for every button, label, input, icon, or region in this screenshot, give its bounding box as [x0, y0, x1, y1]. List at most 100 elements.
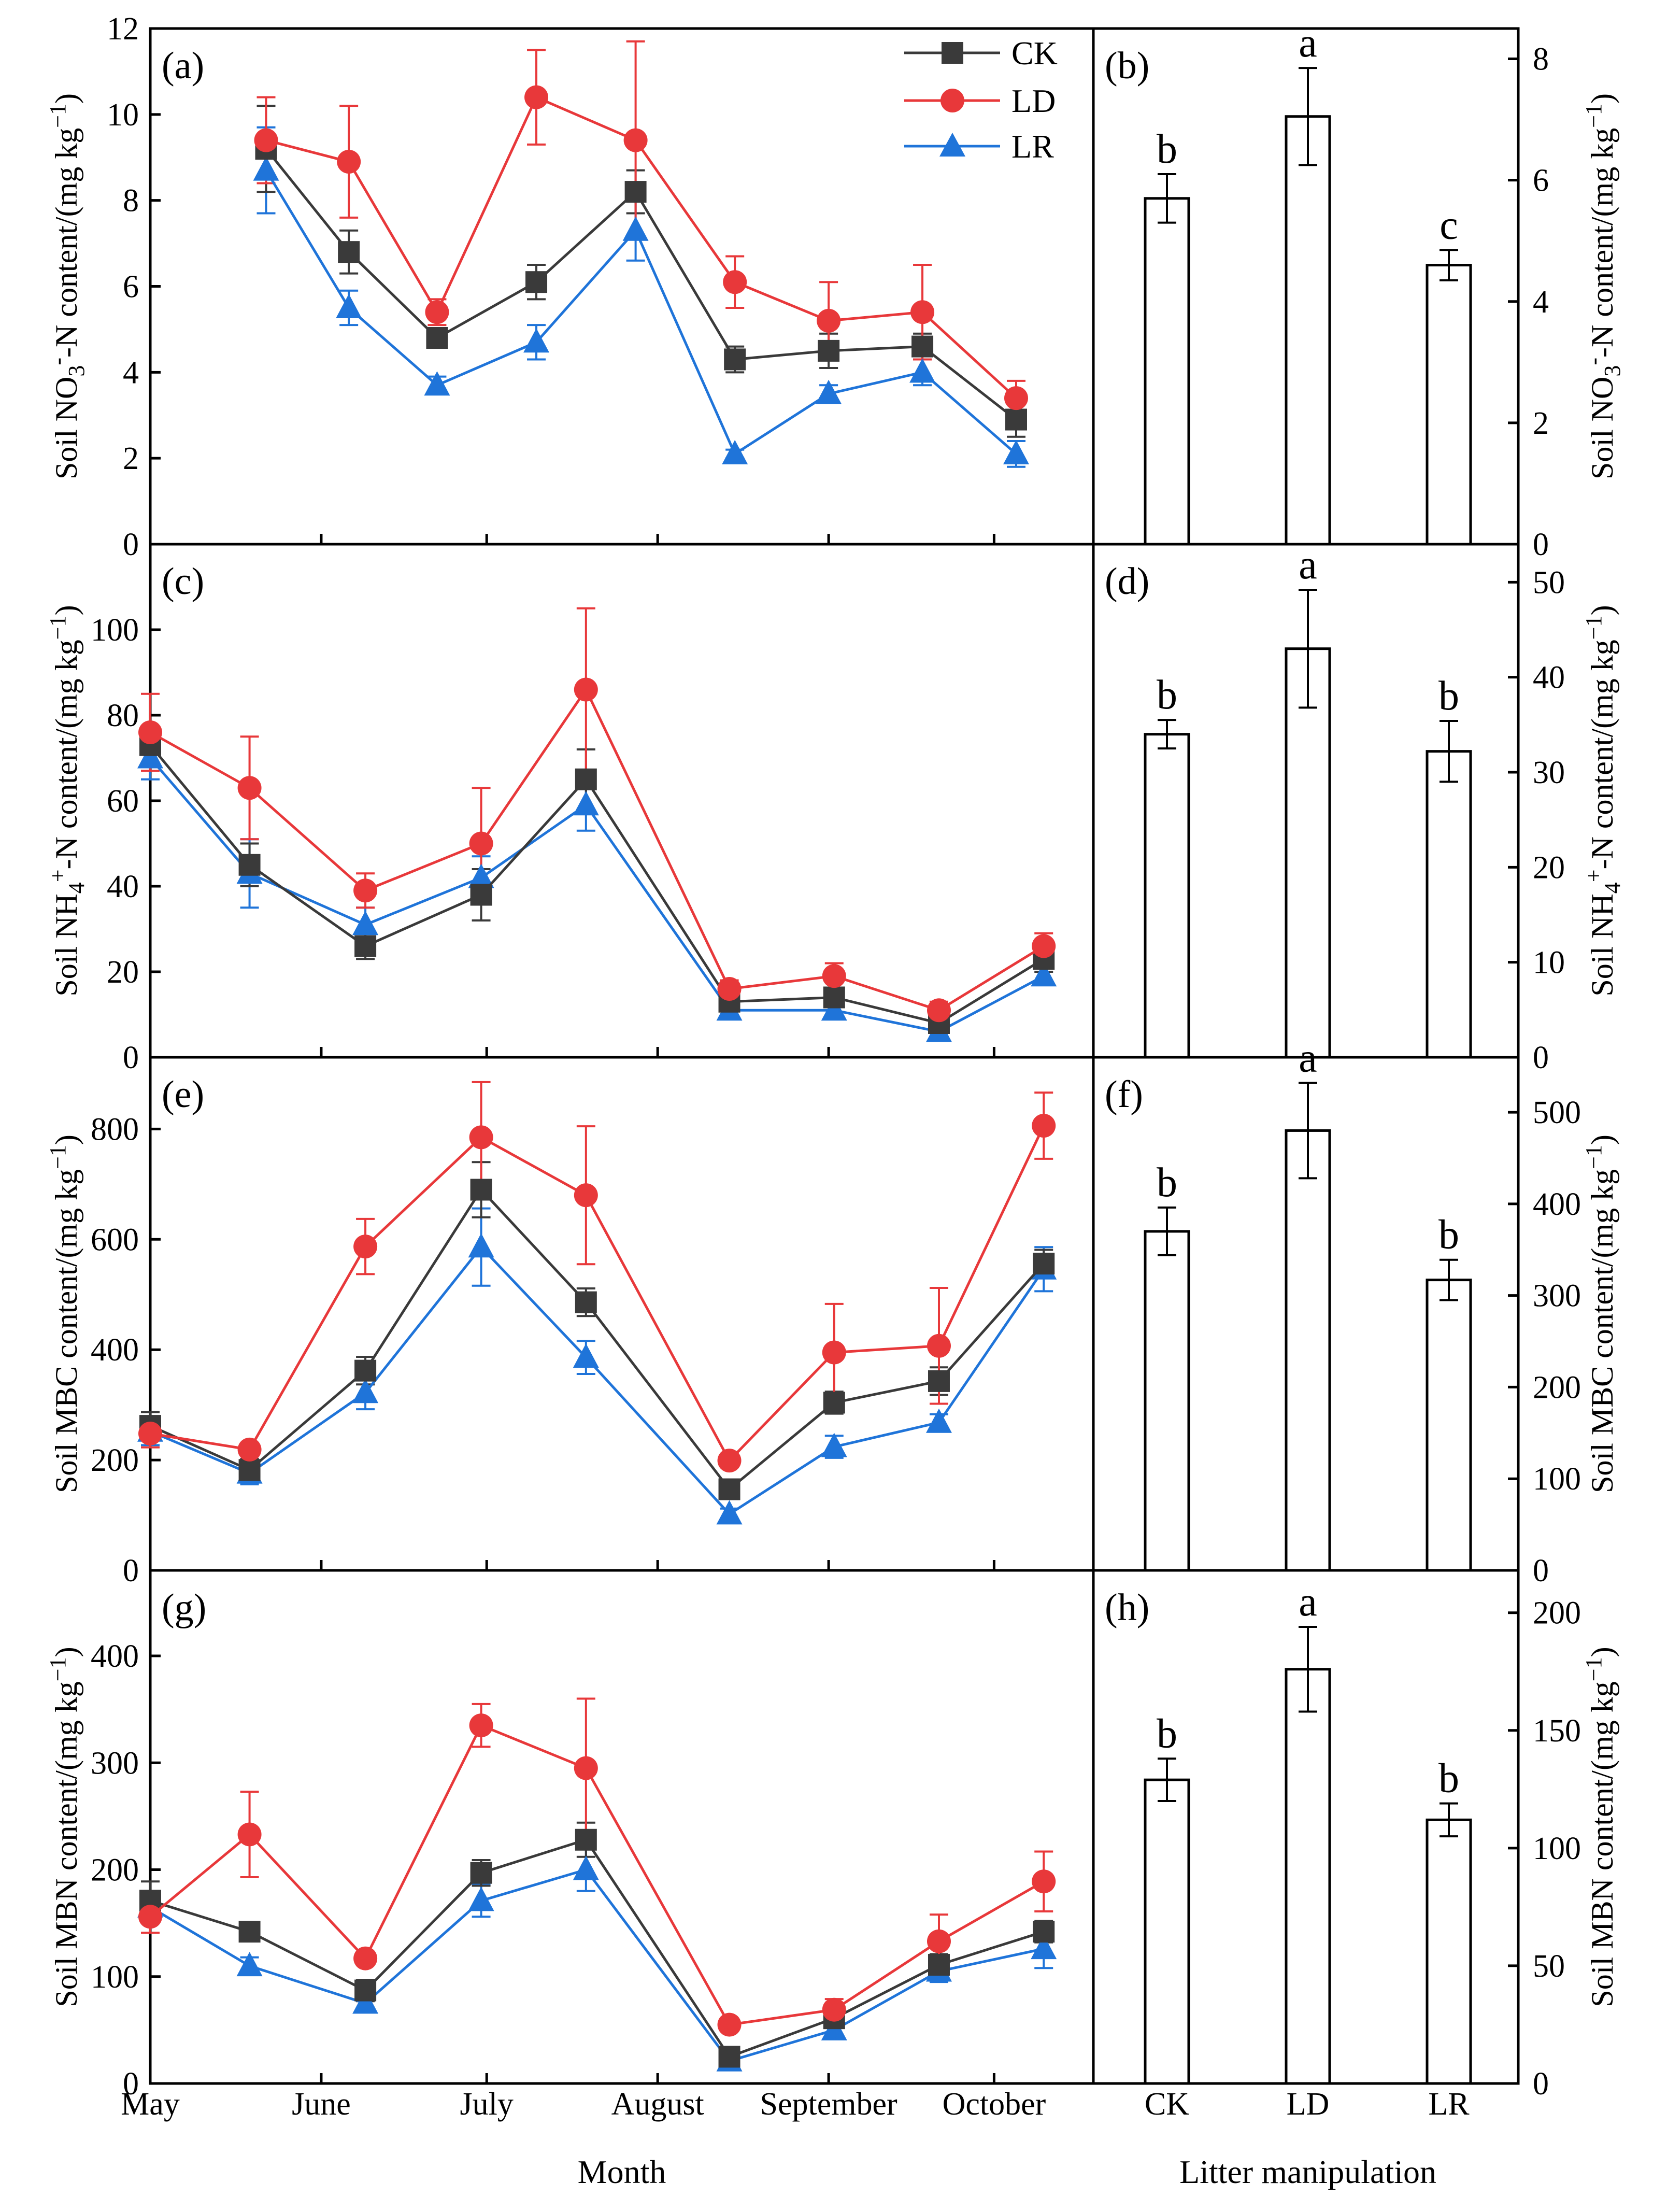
treatment-tick-ck: CK [1145, 2087, 1189, 2122]
panel-g-lr-point [352, 1989, 379, 2014]
panel-a-lr-point [253, 156, 279, 181]
panel-e-ck-point [1033, 1253, 1055, 1275]
panel-g-ck-point [928, 1954, 950, 1976]
month-tick-june: June [292, 2087, 351, 2122]
panel-a-ck-point [724, 348, 746, 371]
panel-d-ytick-label: 20 [1533, 850, 1565, 885]
panel-e-lr-point [925, 1408, 952, 1433]
panel-e-ld-point [574, 1183, 598, 1208]
panel-c-ylabel: Soil NH4+-N content/(mg kg−1) [45, 605, 89, 996]
panel-c-ck-point [823, 986, 845, 1009]
month-tick-august: August [611, 2087, 704, 2122]
panel-b-ylabel: Soil NO3--N content/(mg kg−1) [1581, 93, 1625, 479]
panel-f: 0 100 200 300 400 500 (f) Soil MBC content/(mg … [1092, 1036, 1619, 1589]
panel-h-ytick-label: 50 [1533, 1949, 1565, 1984]
panel-g-ld-point [717, 2012, 742, 2037]
panel-f-ytick-label: 200 [1533, 1370, 1581, 1405]
panel-g-lr-point [573, 1855, 599, 1880]
panel-f-ytick-label: 100 [1533, 1462, 1581, 1497]
panel-c-lr-point [573, 791, 599, 816]
panel-h-ytick-label: 150 [1533, 1713, 1581, 1749]
panel-a-ck-point [525, 271, 548, 293]
panel-a-ld-point [1004, 386, 1028, 410]
panel-g-ld-point [469, 1713, 493, 1738]
panel-c-ld-point [237, 776, 262, 800]
panel-g-ytick-label: 300 [91, 1746, 139, 1781]
legend-marker-lr [939, 133, 965, 157]
panel-e-lr-point [821, 1433, 847, 1457]
panel-a-ytick-label: 6 [123, 270, 139, 305]
panel-a-ck-point [911, 335, 934, 358]
panel-a-lr-point [1003, 439, 1029, 464]
panel-h-sig-letter-ld: a [1299, 1579, 1317, 1625]
panel-c-ld-point [138, 720, 162, 744]
panel-b-bar-lr [1426, 264, 1472, 546]
panel-a-ld-point [524, 85, 549, 109]
month-tick-july: July [460, 2087, 514, 2122]
panel-b-bar-ld [1285, 115, 1331, 546]
panel-f-sig-letter-ld: a [1299, 1036, 1317, 1081]
panel-a-ytick-label: 0 [123, 527, 139, 562]
panel-a-ld-point [817, 308, 841, 333]
treatment-tick-ld: LD [1287, 2087, 1330, 2122]
panel-d-sig-letter-lr: b [1438, 673, 1459, 719]
panel-h-sig-letter-ck: b [1157, 1711, 1177, 1756]
panel-d-ylabel: Soil NH4+-N content/(mg kg−1) [1581, 605, 1625, 996]
panel-c-lr-point [1031, 962, 1057, 987]
panel-f-ytick-label: 0 [1533, 1553, 1549, 1589]
panel-d-ytick-label: 30 [1533, 755, 1565, 790]
panel-c-ytick-label: 80 [107, 698, 139, 733]
panel-e-ck-point [575, 1291, 597, 1313]
panel-h-ylabel: Soil MBN content/(mg kg−1) [1581, 1647, 1619, 2007]
panel-c-ld-point [717, 977, 742, 1001]
panel-a: 0 2 4 6 8 10 12 (a) Soil NO3--N content/(mg kg−1… [45, 11, 1095, 562]
panel-b: 0 2 4 6 8 (b) Soil NO3--N content/(mg kg−1) b a c [1092, 20, 1625, 562]
panel-c-ld-point [1032, 934, 1056, 958]
panel-c-ld-point [822, 964, 846, 988]
panel-c-ytick-label: 20 [107, 955, 139, 990]
panel-a-ylabel: Soil NO3--N content/(mg kg−1) [45, 93, 89, 479]
panel-b-label: (b) [1105, 45, 1149, 87]
panel-b-ytick-label: 2 [1533, 406, 1549, 441]
month-axis: May June July August September October [121, 2087, 1046, 2122]
panel-f-ytick-label: 300 [1533, 1279, 1581, 1314]
panel-g-ytick-label: 200 [91, 1853, 139, 1888]
panel-a-lr-point [816, 379, 842, 404]
panel-e-ld-point [469, 1125, 493, 1150]
panel-c: 0 20 40 60 80 100 (c) Soil NH4+-N content/(mg k… [45, 543, 1095, 1075]
panel-h-ytick-label: 100 [1533, 1831, 1581, 1866]
panel-a-ld-point [337, 150, 361, 174]
panel-f-ytick-label: 400 [1533, 1187, 1581, 1222]
panel-c-ytick-label: 40 [107, 869, 139, 904]
panel-h-bar-ck [1144, 1778, 1190, 2085]
panel-e-ck-point [238, 1459, 261, 1481]
panel-e-ytick-label: 600 [91, 1222, 139, 1257]
panel-g-ld-point [138, 1905, 162, 1929]
panel-c-lr-point [137, 744, 163, 769]
panel-c-ck-point [470, 884, 492, 906]
panel-e-ld-point [717, 1449, 742, 1473]
panel-e-ytick-label: 0 [123, 1553, 139, 1589]
panel-d-bar-lr [1426, 750, 1472, 1059]
panel-b-ytick-label: 0 [1533, 527, 1549, 562]
panel-a-ytick-label: 8 [123, 183, 139, 219]
panel-b-ytick-label: 6 [1533, 163, 1549, 198]
panel-h-bar-lr [1426, 1818, 1472, 2085]
panel-f-bar-lr [1426, 1279, 1472, 1572]
legend-marker-ck [942, 42, 963, 64]
panel-d-ytick-label: 40 [1533, 660, 1565, 696]
panels: 0 2 4 6 8 10 12 (a) Soil NO3--N content/(mg kg−1… [45, 11, 1625, 2102]
panel-e-ld-point [353, 1235, 378, 1259]
panel-d: 0 10 20 30 40 50 (d) Soil NH4+-N content/(mg kg… [1092, 542, 1625, 1075]
panel-g: 0 100 200 300 400 (g) Soil MBN content/(mg kg−… [45, 1569, 1095, 2102]
panel-b-ytick-label: 4 [1533, 285, 1549, 320]
month-tick-october: October [943, 2087, 1046, 2122]
panel-a-ck-point [338, 241, 360, 263]
panel-e-ck-point [354, 1359, 377, 1382]
legend-label-lr: LR [1011, 128, 1054, 165]
panel-e-ld-point [138, 1422, 162, 1445]
panel-b-sig-letter-ck: b [1157, 126, 1177, 172]
month-tick-september: September [760, 2087, 897, 2122]
panel-g-ck-point [575, 1828, 597, 1851]
